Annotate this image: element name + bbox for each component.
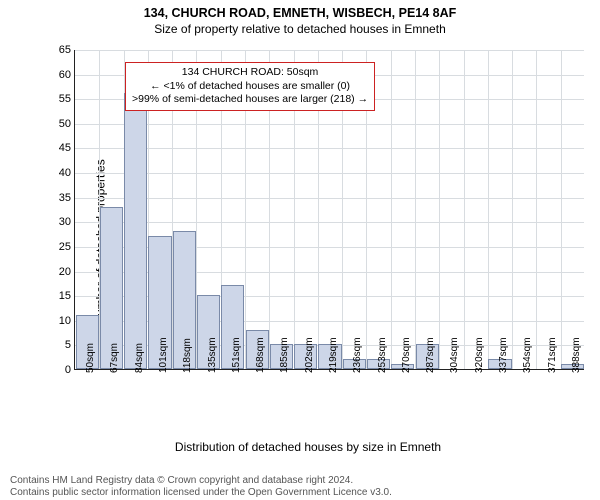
y-tick-label: 50 bbox=[45, 118, 75, 130]
annotation-line: ← <1% of detached houses are smaller (0) bbox=[132, 80, 368, 94]
page-subtitle: Size of property relative to detached ho… bbox=[0, 20, 600, 36]
x-tick-label: 67sqm bbox=[109, 343, 120, 373]
x-tick-label: 101sqm bbox=[158, 337, 169, 373]
gridline-v bbox=[464, 50, 465, 369]
y-tick-label: 10 bbox=[45, 315, 75, 327]
y-tick-label: 65 bbox=[45, 44, 75, 56]
x-tick-label: 371sqm bbox=[547, 337, 558, 373]
gridline-h bbox=[75, 50, 584, 51]
x-tick-label: 151sqm bbox=[231, 337, 242, 373]
gridline-v bbox=[439, 50, 440, 369]
y-tick-label: 40 bbox=[45, 167, 75, 179]
x-tick-label: 168sqm bbox=[255, 337, 266, 373]
gridline-v bbox=[488, 50, 489, 369]
y-tick-label: 0 bbox=[45, 364, 75, 376]
y-tick-label: 20 bbox=[45, 266, 75, 278]
gridline-h bbox=[75, 173, 584, 174]
gridline-v bbox=[561, 50, 562, 369]
gridline-h bbox=[75, 198, 584, 199]
annotation-line: >99% of semi-detached houses are larger … bbox=[132, 93, 368, 107]
x-tick-label: 270sqm bbox=[401, 337, 412, 373]
x-tick-label: 337sqm bbox=[498, 337, 509, 373]
annotation-line: 134 CHURCH ROAD: 50sqm bbox=[132, 66, 368, 80]
x-tick-label: 219sqm bbox=[328, 337, 339, 373]
annotation-box: 134 CHURCH ROAD: 50sqm← <1% of detached … bbox=[125, 62, 375, 111]
y-tick-label: 30 bbox=[45, 216, 75, 228]
y-tick-label: 45 bbox=[45, 142, 75, 154]
gridline-v bbox=[391, 50, 392, 369]
x-tick-label: 202sqm bbox=[304, 337, 315, 373]
histogram-bar bbox=[124, 93, 147, 369]
y-tick-label: 5 bbox=[45, 339, 75, 351]
x-tick-label: 287sqm bbox=[425, 337, 436, 373]
footer-attribution: Contains HM Land Registry data © Crown c… bbox=[10, 475, 590, 499]
gridline-h bbox=[75, 222, 584, 223]
footer-line-1: Contains HM Land Registry data © Crown c… bbox=[10, 475, 353, 486]
x-tick-label: 236sqm bbox=[352, 337, 363, 373]
y-tick-label: 60 bbox=[45, 69, 75, 81]
gridline-v bbox=[512, 50, 513, 369]
x-tick-label: 253sqm bbox=[377, 337, 388, 373]
footer-line-2: Contains public sector information licen… bbox=[10, 487, 392, 498]
gridline-h bbox=[75, 124, 584, 125]
x-tick-label: 185sqm bbox=[279, 337, 290, 373]
x-tick-label: 320sqm bbox=[474, 337, 485, 373]
gridline-h bbox=[75, 148, 584, 149]
x-tick-label: 135sqm bbox=[207, 337, 218, 373]
x-tick-label: 84sqm bbox=[134, 343, 145, 373]
y-tick-label: 35 bbox=[45, 192, 75, 204]
x-tick-label: 304sqm bbox=[449, 337, 460, 373]
histogram-chart: Number of detached properties 0510152025… bbox=[28, 42, 588, 442]
x-tick-label: 354sqm bbox=[522, 337, 533, 373]
x-tick-label: 118sqm bbox=[182, 338, 193, 373]
page-title: 134, CHURCH ROAD, EMNETH, WISBECH, PE14 … bbox=[0, 0, 600, 20]
plot-area: 0510152025303540455055606550sqm67sqm84sq… bbox=[74, 50, 584, 370]
gridline-v bbox=[415, 50, 416, 369]
gridline-v bbox=[536, 50, 537, 369]
x-tick-label: 388sqm bbox=[571, 337, 582, 373]
y-tick-label: 25 bbox=[45, 241, 75, 253]
y-tick-label: 15 bbox=[45, 290, 75, 302]
y-tick-label: 55 bbox=[45, 93, 75, 105]
x-tick-label: 50sqm bbox=[85, 343, 96, 373]
x-axis-label: Distribution of detached houses by size … bbox=[28, 440, 588, 454]
